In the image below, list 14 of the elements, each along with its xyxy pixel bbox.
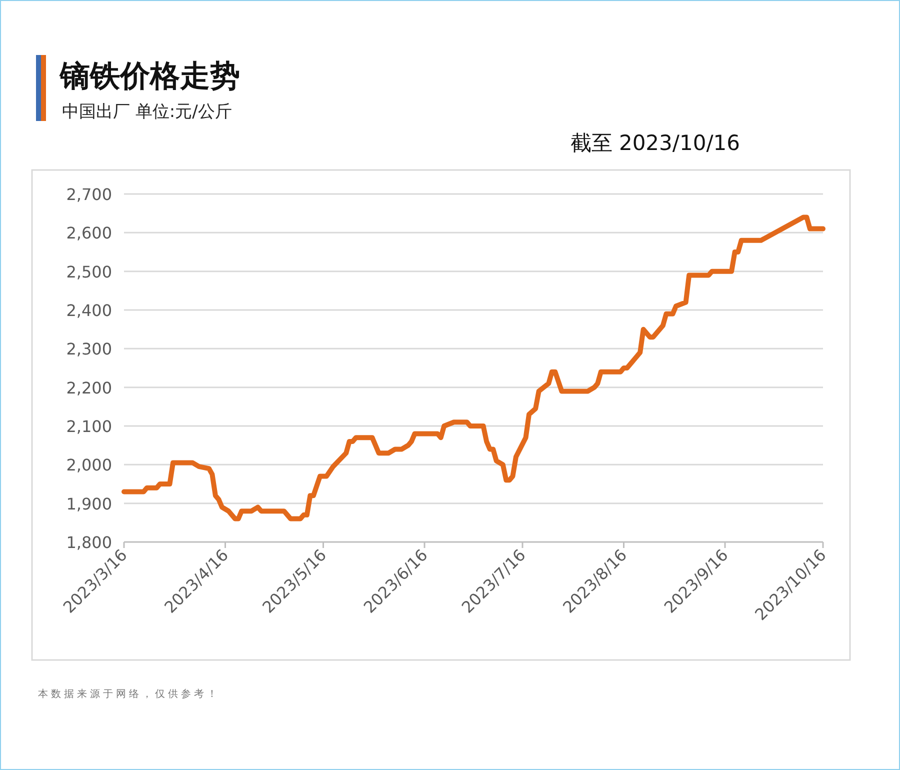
- y-tick-label: 2,700: [66, 185, 112, 204]
- y-tick-label: 1,900: [66, 494, 112, 514]
- y-tick-label: 2,200: [66, 378, 112, 398]
- y-tick-label: 1,800: [66, 533, 112, 552]
- y-tick-label: 2,500: [66, 262, 112, 282]
- y-tick-label: 2,300: [66, 340, 112, 359]
- text: 截至 2023/10/16: [570, 131, 740, 155]
- y-tick-label: 2,400: [66, 301, 112, 320]
- y-tick-label: 2,000: [66, 456, 112, 475]
- y-tick-label: 2,100: [66, 417, 112, 436]
- chart-subtitle: 中国出厂 单位:元/公斤: [62, 102, 232, 122]
- chart-title: 镝铁价格走势: [59, 59, 240, 94]
- text: 本数据来源于网络，仅供参考！: [38, 688, 220, 700]
- y-tick-label: 2,600: [66, 224, 112, 243]
